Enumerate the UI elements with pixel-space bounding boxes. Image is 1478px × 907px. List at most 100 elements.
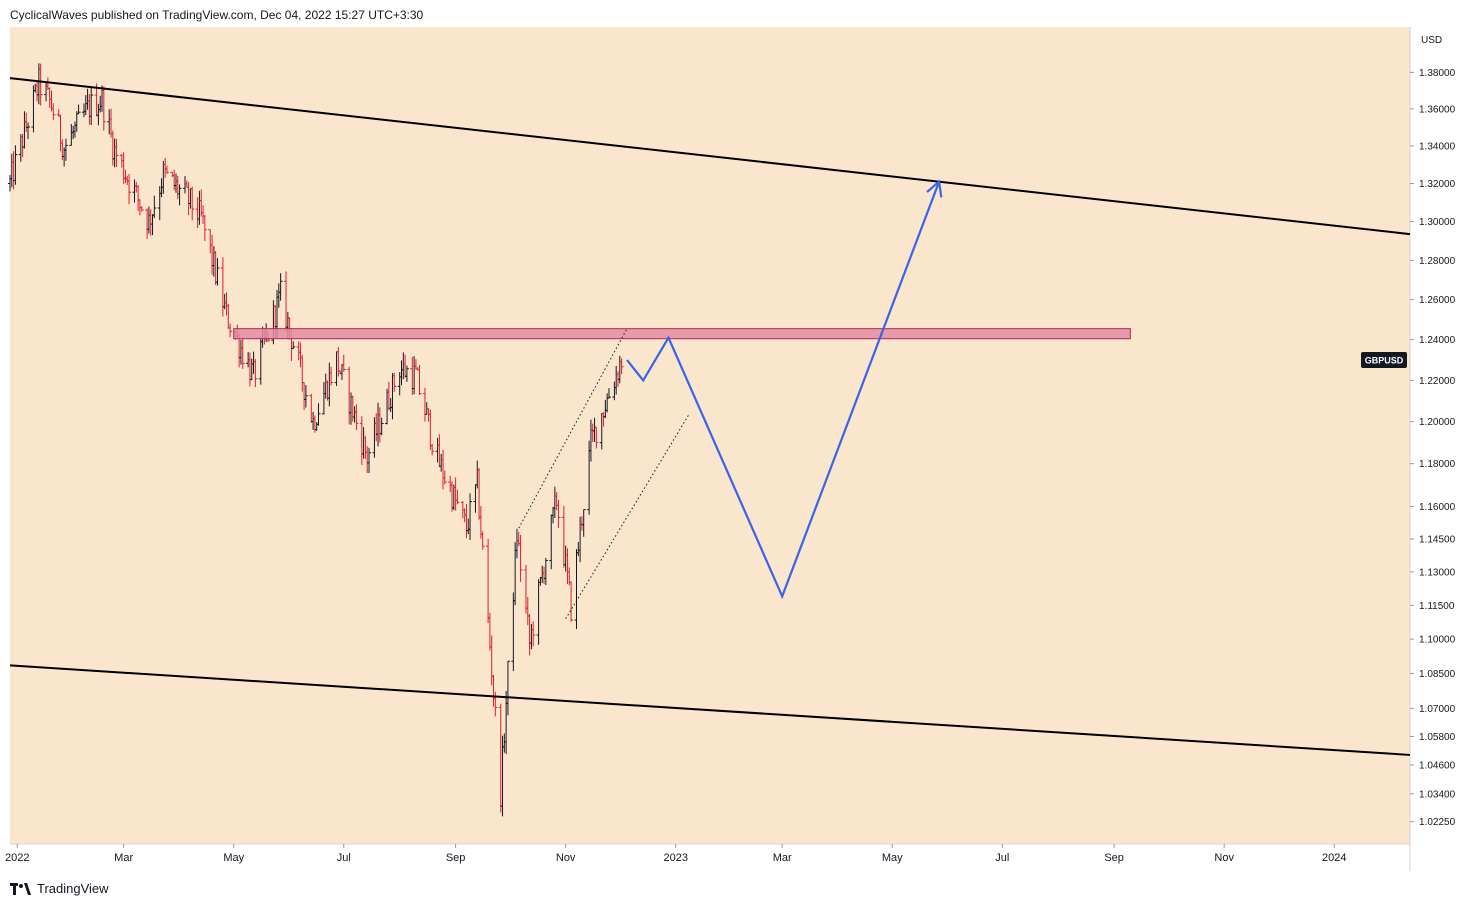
resistance-zone[interactable] <box>233 328 1131 340</box>
tradingview-logo-icon <box>10 882 31 895</box>
price-tick-label: 1.30000 <box>1419 217 1456 228</box>
ohlc-bar <box>556 500 561 528</box>
price-tick-label: 1.38000 <box>1419 68 1456 79</box>
ohlc-bar <box>518 534 523 582</box>
price-tick-label: 1.04600 <box>1419 760 1456 771</box>
price-tick-label: 1.10000 <box>1419 635 1456 646</box>
price-tick-label: 1.14500 <box>1419 534 1456 545</box>
ohlc-bar <box>367 447 372 474</box>
publish-header: CyclicalWaves published on TradingView.c… <box>10 8 424 22</box>
price-tick-label: 1.32000 <box>1419 179 1456 190</box>
ohlc-bar <box>569 581 574 622</box>
ohlc-bar <box>101 86 106 131</box>
ohlc-bar <box>240 337 245 369</box>
ohlc-bar <box>442 470 447 485</box>
time-tick-label: Nov <box>556 852 576 864</box>
ohlc-bar <box>190 186 195 221</box>
time-tick-label: Nov <box>1214 852 1234 864</box>
time-tick-label: 2023 <box>663 852 687 864</box>
ohlc-bar <box>291 341 296 350</box>
ohlc-bar <box>114 138 119 167</box>
time-tick-label: Sep <box>1104 852 1124 864</box>
ohlc-bar <box>177 184 182 206</box>
ohlc-bar <box>164 165 169 174</box>
ohlc-bar <box>51 103 56 120</box>
time-tick-label: May <box>223 852 244 864</box>
time-tick-label: May <box>882 852 903 864</box>
ohlc-bar <box>26 122 31 139</box>
ohlc-bar <box>606 388 611 399</box>
time-axis[interactable]: 2022 Mar May Jul Sep Nov 2023 Mar May Jul Sep Nov 20… <box>5 844 1346 864</box>
ohlc-bar <box>152 195 157 219</box>
ohlc-bar <box>228 323 233 338</box>
chart-plot-area[interactable] <box>10 27 1410 844</box>
time-tick-label: 2024 <box>1322 852 1346 864</box>
ohlc-bar <box>581 509 586 537</box>
ohlc-bar <box>316 403 321 426</box>
price-tick-label: 1.02250 <box>1419 817 1456 828</box>
ohlc-bar <box>303 384 308 408</box>
price-tick-label: 1.05800 <box>1419 732 1456 743</box>
ohlc-bar <box>392 372 397 392</box>
dotted-channel-upper[interactable] <box>518 328 628 529</box>
time-tick-label: Jul <box>337 852 351 864</box>
time-tick-label: Mar <box>114 852 133 864</box>
price-tick-label: 1.13000 <box>1419 567 1456 578</box>
price-tick-label: 1.24000 <box>1419 335 1456 346</box>
tradingview-footer: TradingView <box>10 881 109 896</box>
ohlc-bar <box>594 426 599 449</box>
upper-channel-line[interactable] <box>9 77 1411 236</box>
ohlc-bar <box>202 215 207 242</box>
price-tick-label: 1.18000 <box>1419 459 1456 470</box>
ohlc-bar <box>417 365 422 395</box>
price-tick-label: 1.07000 <box>1419 704 1456 715</box>
ohlc-bar <box>619 358 624 375</box>
tradingview-brand: TradingView <box>37 881 109 896</box>
projection-path[interactable] <box>626 181 941 600</box>
price-tick-label: 1.11500 <box>1419 601 1455 612</box>
ohlc-bar <box>127 174 132 205</box>
symbol-badge[interactable] <box>1361 352 1407 368</box>
ohlc-bar <box>89 87 94 125</box>
ohlc-bar <box>13 145 18 185</box>
ohlc-bar <box>505 660 510 716</box>
ohlc-bar <box>430 443 435 456</box>
ohlc-bar <box>404 365 409 382</box>
time-tick-label: Sep <box>446 852 466 864</box>
ohlc-bar <box>329 366 334 386</box>
ohlc-bar <box>253 359 258 388</box>
ohlc-bar <box>278 273 283 301</box>
drawings <box>9 77 1411 756</box>
price-tick-label: 1.08500 <box>1419 669 1456 680</box>
ohlc-bars <box>8 63 624 817</box>
ohlc-bar <box>215 258 220 286</box>
price-tick-label: 1.20000 <box>1419 417 1456 428</box>
ohlc-bar <box>468 493 473 540</box>
ohlc-bar <box>38 63 43 106</box>
price-tick-label: 1.36000 <box>1419 104 1456 115</box>
ohlc-bar <box>63 138 68 161</box>
price-tick-label: 1.28000 <box>1419 256 1456 267</box>
ohlc-bar <box>455 489 460 505</box>
ohlc-bar <box>341 354 346 372</box>
ohlc-bar <box>531 621 536 647</box>
ohlc-bar <box>139 206 144 212</box>
lower-channel-line[interactable] <box>9 664 1411 756</box>
ohlc-bar <box>480 531 485 550</box>
time-tick-label: Mar <box>773 852 792 864</box>
symbol-badge-label: GBPUSD <box>1365 356 1404 366</box>
ohlc-bar <box>379 417 384 436</box>
price-axis[interactable]: USD 1.38000 1.36000 1.34000 1.32000 1.30000 1.… <box>1361 35 1456 828</box>
ohlc-bar <box>76 104 81 115</box>
projection-arrowhead <box>926 179 943 198</box>
time-axis-panel[interactable] <box>10 844 1468 871</box>
time-tick-label: Jul <box>995 852 1009 864</box>
currency-label: USD <box>1421 35 1442 46</box>
ohlc-bar <box>354 404 359 431</box>
price-axis-panel[interactable] <box>1410 27 1468 844</box>
time-tick-label: 2022 <box>5 852 29 864</box>
price-tick-label: 1.16000 <box>1419 502 1456 513</box>
price-tick-label: 1.03400 <box>1419 789 1456 800</box>
price-tick-label: 1.26000 <box>1419 295 1456 306</box>
